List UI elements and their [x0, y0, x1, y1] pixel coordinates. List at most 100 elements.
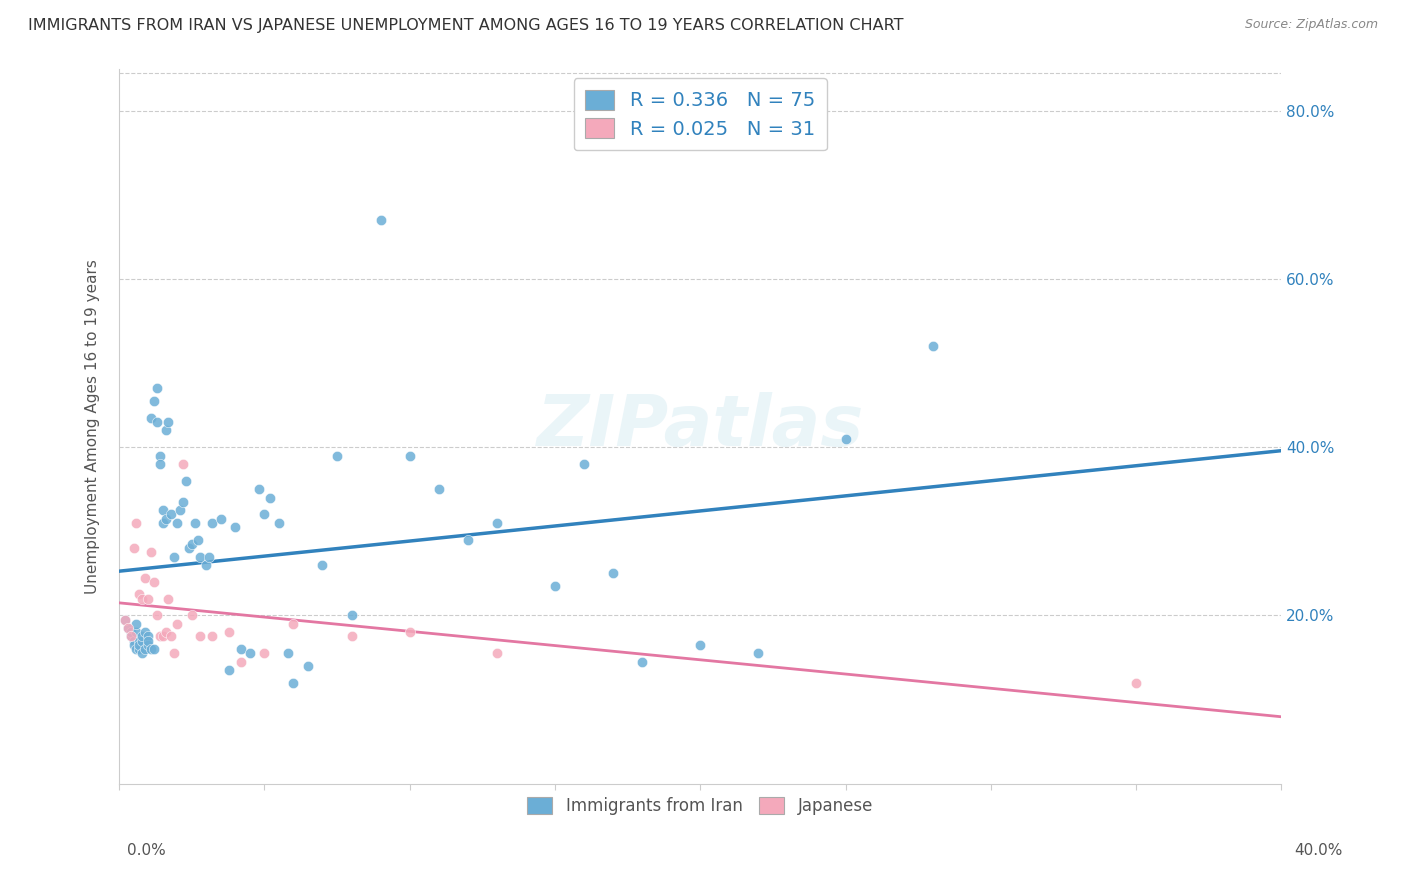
Point — [267, 516, 290, 530]
Point — [186, 533, 208, 547]
Point — [136, 630, 159, 644]
Point — [311, 558, 333, 572]
Point — [174, 474, 197, 488]
Point — [183, 516, 205, 530]
Point — [131, 646, 153, 660]
Point — [136, 591, 159, 606]
Point — [457, 533, 479, 547]
Point — [370, 213, 392, 227]
Text: Source: ZipAtlas.com: Source: ZipAtlas.com — [1244, 18, 1378, 31]
Point — [209, 511, 232, 525]
Point — [134, 625, 156, 640]
Point — [247, 482, 270, 496]
Point — [155, 423, 177, 437]
Point — [180, 608, 202, 623]
Point — [125, 516, 148, 530]
Point — [921, 339, 943, 353]
Point — [283, 675, 305, 690]
Text: ZIPatlas: ZIPatlas — [537, 392, 863, 460]
Point — [146, 608, 169, 623]
Point — [142, 393, 165, 408]
Point — [122, 633, 145, 648]
Point — [253, 508, 276, 522]
Point — [224, 520, 246, 534]
Point — [398, 625, 420, 640]
Point — [283, 616, 305, 631]
Point — [120, 625, 142, 640]
Point — [166, 516, 188, 530]
Point — [146, 381, 169, 395]
Point — [142, 642, 165, 657]
Point — [136, 638, 159, 652]
Text: 0.0%: 0.0% — [127, 843, 166, 858]
Point — [157, 415, 180, 429]
Point — [134, 642, 156, 657]
Point — [229, 655, 252, 669]
Point — [572, 457, 595, 471]
Point — [114, 613, 136, 627]
Point — [195, 558, 218, 572]
Point — [128, 587, 150, 601]
Text: IMMIGRANTS FROM IRAN VS JAPANESE UNEMPLOYMENT AMONG AGES 16 TO 19 YEARS CORRELAT: IMMIGRANTS FROM IRAN VS JAPANESE UNEMPLO… — [28, 18, 904, 33]
Point — [139, 410, 162, 425]
Point — [146, 415, 169, 429]
Point — [218, 625, 240, 640]
Point — [128, 638, 150, 652]
Point — [131, 630, 153, 644]
Point — [485, 646, 508, 660]
Point — [149, 457, 172, 471]
Point — [152, 516, 174, 530]
Point — [398, 449, 420, 463]
Point — [163, 646, 186, 660]
Point — [114, 613, 136, 627]
Point — [427, 482, 450, 496]
Point — [160, 508, 183, 522]
Point — [131, 633, 153, 648]
Point — [198, 549, 221, 564]
Point — [160, 630, 183, 644]
Point — [544, 579, 567, 593]
Point — [239, 646, 262, 660]
Point — [149, 449, 172, 463]
Point — [117, 621, 139, 635]
Point — [163, 549, 186, 564]
Point — [139, 545, 162, 559]
Point — [297, 659, 319, 673]
Point — [201, 630, 224, 644]
Point — [326, 449, 349, 463]
Point — [136, 633, 159, 648]
Point — [602, 566, 624, 581]
Point — [340, 630, 363, 644]
Point — [152, 503, 174, 517]
Point — [218, 663, 240, 677]
Point — [172, 495, 194, 509]
Point — [157, 591, 180, 606]
Point — [122, 541, 145, 556]
Point — [485, 516, 508, 530]
Point — [125, 616, 148, 631]
Point — [177, 541, 200, 556]
Point — [120, 630, 142, 644]
Point — [128, 642, 150, 657]
Legend: Immigrants from Iran, Japanese: Immigrants from Iran, Japanese — [517, 788, 883, 825]
Point — [131, 591, 153, 606]
Point — [142, 574, 165, 589]
Point — [180, 537, 202, 551]
Point — [689, 638, 711, 652]
Point — [117, 621, 139, 635]
Point — [747, 646, 769, 660]
Y-axis label: Unemployment Among Ages 16 to 19 years: Unemployment Among Ages 16 to 19 years — [86, 259, 100, 593]
Point — [120, 630, 142, 644]
Point — [125, 642, 148, 657]
Point — [340, 608, 363, 623]
Text: 40.0%: 40.0% — [1295, 843, 1343, 858]
Point — [834, 432, 856, 446]
Point — [139, 642, 162, 657]
Point — [125, 625, 148, 640]
Point — [122, 638, 145, 652]
Point — [1125, 675, 1147, 690]
Point — [631, 655, 654, 669]
Point — [259, 491, 281, 505]
Point — [201, 516, 224, 530]
Point — [190, 549, 212, 564]
